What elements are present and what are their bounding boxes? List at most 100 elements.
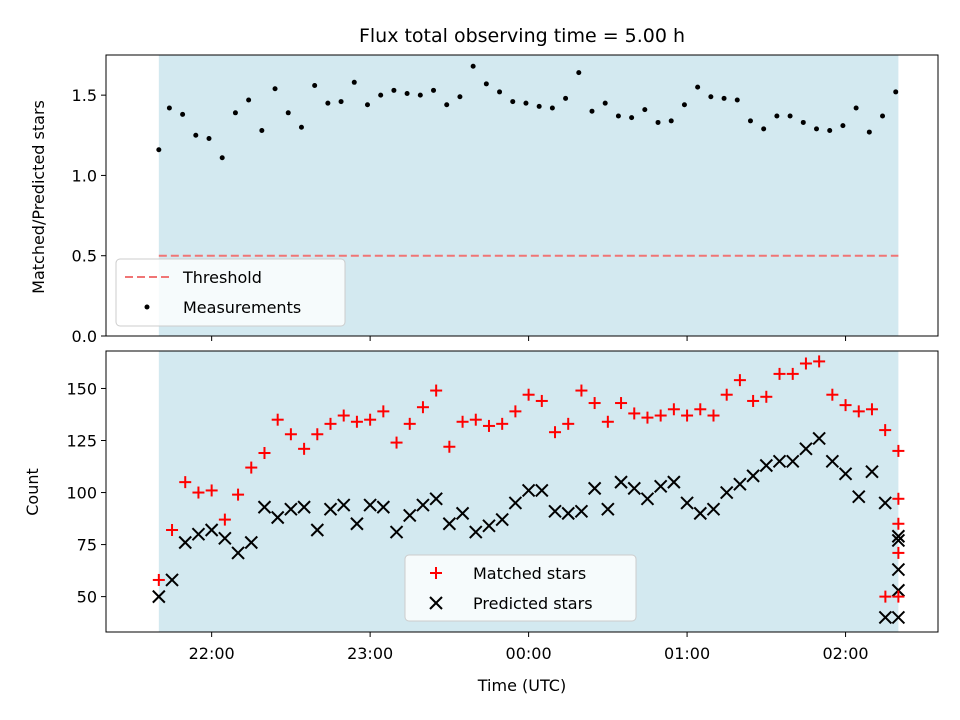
top-marks	[156, 63, 899, 161]
matched-star-point	[324, 417, 337, 430]
measurement-point	[853, 105, 859, 111]
measurement-point	[232, 110, 238, 116]
matched-star-point	[892, 546, 905, 559]
matched-star-point	[271, 413, 284, 426]
measurement-point	[761, 126, 767, 132]
measurement-point	[351, 79, 357, 85]
predicted-star-point	[667, 475, 681, 489]
predicted-star-point	[376, 500, 391, 514]
measurement-point	[523, 100, 529, 106]
matched-star-point	[456, 415, 469, 428]
x-tick-label: 00:00	[506, 644, 552, 663]
measurement-point	[156, 147, 162, 153]
measurement-point	[378, 92, 384, 98]
measurement-point	[193, 132, 199, 138]
predicted-star-point	[891, 583, 906, 598]
predicted-star-point	[825, 454, 840, 469]
matched-star-point	[892, 590, 905, 603]
measurement-point	[497, 89, 503, 95]
matched-star-point	[218, 513, 231, 526]
matched-star-point	[179, 476, 192, 489]
predicted-star-point	[891, 529, 906, 543]
predicted-star-point	[297, 500, 311, 514]
measurement-point	[787, 113, 793, 119]
matched-star-point	[852, 405, 865, 418]
measurement-point	[470, 63, 476, 69]
predicted-star-point	[429, 492, 443, 506]
predicted-star-point	[878, 496, 892, 510]
predicted-star-point	[257, 500, 272, 514]
measurement-point	[668, 118, 674, 124]
matched-star-point	[892, 517, 905, 530]
matched-star-point	[205, 484, 218, 497]
matched-star-point	[733, 374, 746, 387]
matched-star-point	[152, 573, 165, 586]
matched-star-point	[826, 388, 839, 401]
predicted-star-point	[495, 512, 509, 527]
top-legend: Threshold Measurements	[115, 258, 346, 327]
predicted-star-point	[746, 469, 760, 483]
measurement-point	[708, 94, 714, 100]
matched-star-point	[747, 394, 760, 407]
x-tick-label: 02:00	[823, 644, 869, 663]
matched-star-point	[311, 428, 324, 441]
x-tick-label: 22:00	[189, 644, 235, 663]
figure-title: Flux total observing time = 5.00 h	[359, 25, 685, 47]
matched-star-point	[350, 415, 363, 428]
y-tick-label: 100	[66, 484, 97, 503]
predicted-star-point	[891, 562, 906, 577]
predicted-star-point	[838, 467, 853, 481]
measurement-point	[431, 87, 437, 93]
matched-star-point	[615, 397, 628, 410]
measurement-point	[536, 103, 542, 109]
predicted-star-point	[363, 498, 377, 512]
predicted-star-point	[535, 483, 549, 498]
matched-star-point	[245, 461, 258, 474]
matched-star-point	[865, 403, 878, 416]
measurement-point	[312, 83, 318, 89]
measurement-point	[510, 99, 516, 105]
predicted-star-point	[680, 496, 694, 510]
matched-star-point	[588, 397, 601, 410]
y-tick-label: 50	[77, 588, 97, 607]
matched-star-point	[879, 590, 892, 603]
predicted-star-point	[640, 492, 655, 506]
measurement-point	[747, 118, 753, 124]
predicted-star-point	[653, 479, 668, 494]
predicted-star-point	[416, 498, 430, 512]
predicted-star-point	[772, 454, 787, 469]
matched-star-point	[298, 442, 311, 455]
predicted-star-point	[587, 481, 602, 496]
legend-measurements-label: Measurements	[183, 298, 301, 317]
predicted-star-point	[191, 527, 206, 541]
top-panel: 0.0 0.5 1.0 1.5 Matched/Predicted stars Thr…	[29, 54, 939, 346]
matched-star-point	[707, 409, 720, 422]
matched-star-point	[522, 388, 535, 401]
predicted-star-point	[455, 506, 470, 521]
measurement-point	[298, 124, 304, 130]
legend-measurements-swatch	[144, 304, 150, 310]
matched-star-point	[879, 424, 892, 437]
predicted-star-point	[508, 496, 523, 510]
measurement-point	[695, 84, 701, 90]
predicted-star-point	[865, 465, 879, 479]
measurement-point	[483, 81, 489, 87]
top-legend-box	[115, 258, 346, 327]
predicted-star-point	[891, 533, 906, 548]
top-axes-frame	[105, 54, 939, 337]
measurement-point	[814, 126, 820, 132]
matched-star-point	[390, 436, 403, 449]
matched-star-point	[892, 444, 905, 457]
top-y-ticks: 0.0 0.5 1.0 1.5	[72, 86, 106, 346]
bottom-y-ticks: 50 75 100 125 150	[66, 379, 106, 607]
predicted-star-point	[178, 535, 192, 550]
predicted-star-point	[561, 506, 575, 521]
predicted-star-point	[891, 610, 906, 625]
predicted-star-point	[152, 589, 166, 604]
measurement-point	[721, 95, 727, 101]
predicted-star-point	[521, 483, 536, 498]
predicted-star-point	[574, 504, 589, 518]
measurement-point	[800, 119, 806, 125]
matched-star-point	[509, 405, 522, 418]
